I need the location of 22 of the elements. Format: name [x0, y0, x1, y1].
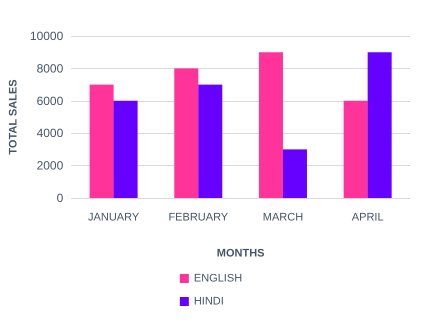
- y-tick-label: 0: [56, 191, 64, 205]
- legend-label: HINDI: [194, 296, 224, 308]
- x-tick-label: APRIL: [352, 212, 384, 224]
- y-tick-label: 6000: [36, 94, 64, 108]
- bar: [282, 149, 307, 198]
- x-tick-label: MARCH: [262, 212, 304, 224]
- x-tick-label: FEBRUARY: [168, 212, 229, 224]
- y-axis-title: TOTAL SALES: [8, 79, 20, 155]
- bar: [114, 100, 138, 198]
- y-tick-label: 2000: [36, 158, 64, 173]
- bar: [174, 68, 198, 198]
- x-tick-label: JANUARY: [88, 212, 140, 224]
- legend-label: ENGLISH: [194, 272, 242, 284]
- x-axis-title: MONTHS: [216, 248, 264, 260]
- bar: [198, 84, 222, 198]
- bar: [258, 52, 283, 198]
- y-tick-label: 10000: [30, 29, 64, 43]
- bar: [90, 84, 114, 198]
- bar: [344, 100, 368, 198]
- bar: [368, 52, 392, 198]
- y-tick-label: 4000: [36, 126, 64, 140]
- y-tick-label: 8000: [36, 61, 64, 76]
